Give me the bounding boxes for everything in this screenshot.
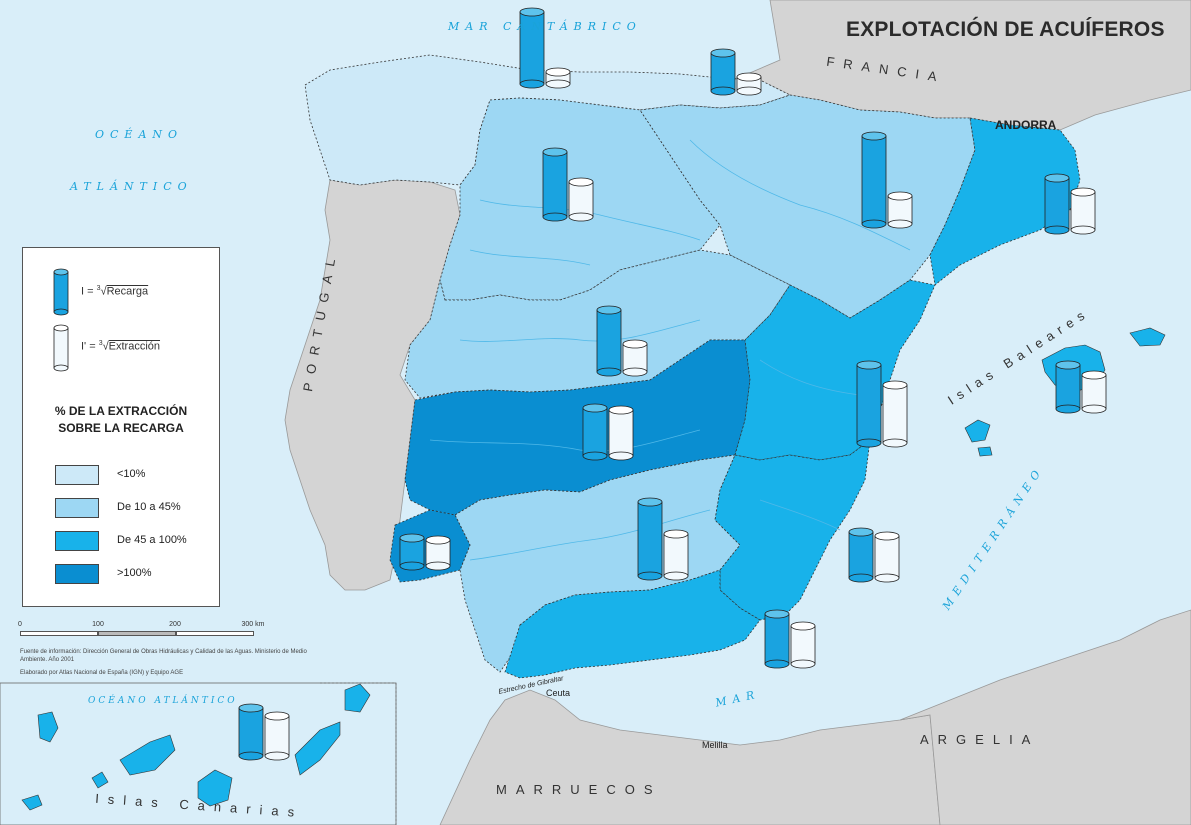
island-menorca bbox=[1129, 327, 1166, 347]
label-ceuta: Ceuta bbox=[546, 688, 571, 698]
land-argelia bbox=[899, 609, 1191, 825]
cylinder-recarga-cataluna bbox=[1044, 173, 1070, 235]
legend-cylinder-recarga-icon bbox=[53, 268, 69, 316]
cylinder-recarga-tajo bbox=[596, 305, 622, 377]
basin-sur bbox=[504, 569, 761, 679]
label-oceano: OCÉANO bbox=[95, 128, 184, 141]
cylinder-recarga-cantabrico-oeste bbox=[519, 7, 545, 89]
canarias-islands bbox=[21, 683, 371, 811]
legend-heading: % DE LA EXTRACCIÓN SOBRE LA RECARGA bbox=[54, 404, 188, 435]
label-oceano-atlantico-canarias: OCÉANO ATLÁNTICO bbox=[88, 696, 238, 706]
label-atlantico: ATLÁNTICO bbox=[70, 180, 193, 193]
legend: I = 3√Recarga I' = 3√Extracción % DE LA … bbox=[22, 247, 220, 607]
cylinder-extraccion-duero bbox=[568, 177, 594, 222]
scale-tick-3: 300 km bbox=[241, 621, 265, 628]
cylinder-recarga-guadiana-ii bbox=[399, 533, 425, 571]
inset-border-dashed bbox=[320, 682, 397, 825]
cylinder-extraccion-baleares bbox=[1081, 370, 1107, 414]
credit-note: Elaborado por Atlas Nacional de España (… bbox=[20, 670, 184, 676]
legend-swatch-3 bbox=[55, 564, 99, 584]
land-marruecos bbox=[439, 689, 941, 825]
canarias-inset bbox=[0, 682, 397, 825]
legend-swatch-0 bbox=[55, 465, 99, 485]
cylinder-recarga-sur bbox=[764, 609, 790, 669]
cylinder-extraccion-cantabrico-este bbox=[736, 72, 762, 96]
cylinder-recarga-segura bbox=[848, 527, 874, 583]
cylinder-recarga-duero bbox=[542, 147, 568, 222]
cylinder-extraccion-ebro bbox=[887, 191, 913, 229]
cylinder-recarga-guadalquivir bbox=[637, 497, 663, 581]
label-andorra: ANDORRA bbox=[995, 118, 1057, 132]
scale-segment-1 bbox=[98, 631, 176, 636]
basin-norte bbox=[304, 54, 792, 186]
rivers bbox=[429, 139, 911, 561]
scale-bar: 0 100 200 300 km bbox=[18, 621, 270, 643]
scale-tick-0: 0 bbox=[18, 621, 22, 628]
basin-jucar bbox=[734, 279, 936, 461]
label-mar-cantabrico: MAR CANTÁBRICO bbox=[448, 20, 642, 33]
legend-class-3: >100% bbox=[55, 564, 215, 584]
label-marruecos: MARRUECOS bbox=[496, 782, 662, 797]
cylinder-extraccion-guadiana bbox=[608, 405, 634, 461]
cylinder-group bbox=[238, 7, 1107, 761]
cylinder-recarga-canarias bbox=[238, 703, 264, 761]
cylinder-extraccion-canarias bbox=[264, 711, 290, 761]
legend-class-0: <10% bbox=[55, 465, 215, 485]
island-formentera bbox=[977, 446, 993, 457]
cylinder-recarga-guadiana bbox=[582, 403, 608, 461]
scale-segment-0 bbox=[20, 631, 98, 636]
legend-swatch-1 bbox=[55, 498, 99, 518]
cylinder-extraccion-guadiana-ii bbox=[425, 535, 451, 571]
scale-tick-1: 100 bbox=[92, 621, 104, 628]
cylinder-recarga-cantabrico-este bbox=[710, 48, 736, 96]
cylinder-extraccion-guadalquivir bbox=[663, 529, 689, 581]
cylinder-extraccion-jucar bbox=[882, 380, 908, 448]
legend-extraccion-eq: I' = 3√Extracción bbox=[81, 340, 161, 353]
cylinder-extraccion-tajo bbox=[622, 339, 648, 377]
cylinder-extraccion-sur bbox=[790, 621, 816, 669]
label-argelia: ARGELIA bbox=[920, 732, 1040, 747]
legend-class-2: De 45 a 100% bbox=[55, 531, 215, 551]
basin-cataluna bbox=[929, 117, 1081, 286]
scale-segment-2 bbox=[176, 631, 254, 636]
scale-tick-2: 200 bbox=[169, 621, 181, 628]
map-title: EXPLOTACIÓN DE ACUÍFEROS bbox=[846, 18, 1165, 41]
cylinder-extraccion-segura bbox=[874, 531, 900, 583]
legend-cylinder-extraccion-icon bbox=[53, 324, 69, 372]
legend-swatch-2 bbox=[55, 531, 99, 551]
cylinder-extraccion-cantabrico-oeste bbox=[545, 67, 571, 89]
basin-segura bbox=[714, 439, 871, 621]
legend-recarga-eq: I = 3√Recarga bbox=[81, 285, 149, 298]
legend-class-1: De 10 a 45% bbox=[55, 498, 215, 518]
basin-guadiana bbox=[404, 339, 751, 516]
island-ibiza bbox=[964, 419, 991, 443]
cylinder-recarga-jucar bbox=[856, 360, 882, 448]
cylinder-extraccion-cataluna bbox=[1070, 187, 1096, 235]
cylinder-recarga-baleares bbox=[1055, 360, 1081, 414]
cylinder-recarga-ebro bbox=[861, 131, 887, 229]
label-melilla: Melilla bbox=[702, 740, 728, 750]
source-note: Fuente de información: Dirección General… bbox=[20, 649, 307, 663]
land-portugal bbox=[284, 179, 461, 591]
